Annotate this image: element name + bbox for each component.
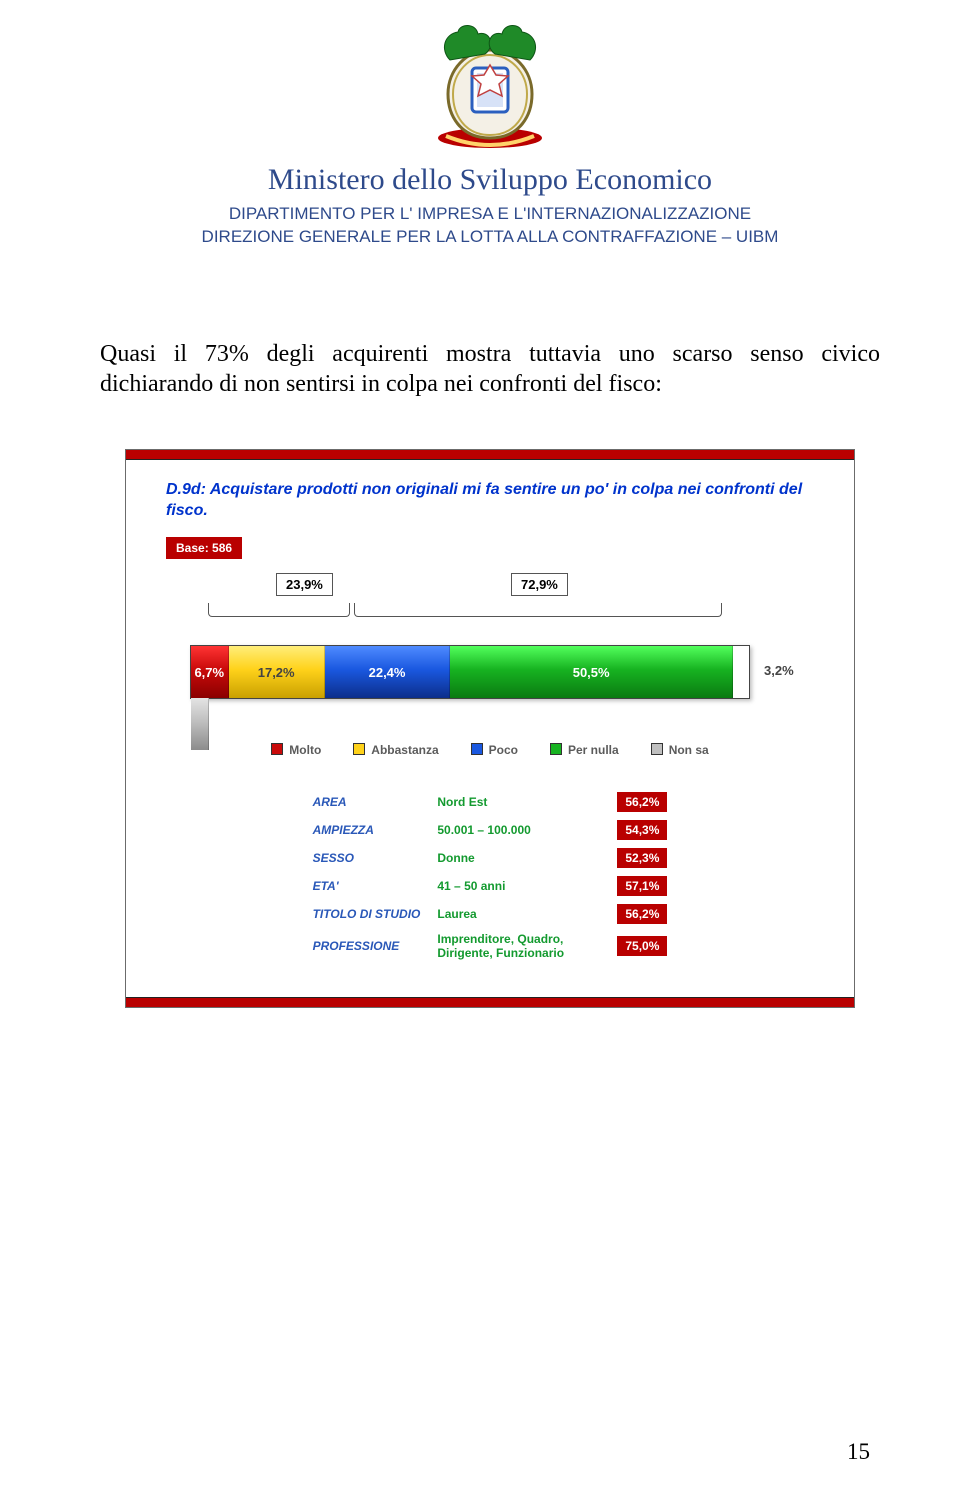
summary-left-box: 23,9% [276, 573, 333, 596]
legend-item: Poco [471, 743, 518, 757]
legend-swatch [550, 743, 562, 755]
detail-value: 50.001 – 100.000 [436, 819, 606, 841]
table-row: AREA Nord Est 56,2% [312, 791, 669, 813]
chart-segment-label-outside: 3,2% [764, 663, 794, 678]
table-row: TITOLO DI STUDIO Laurea 56,2% [312, 903, 669, 925]
detail-key: PROFESSIONE [312, 931, 427, 961]
legend-swatch [471, 743, 483, 755]
percent-badge: 56,2% [617, 792, 667, 812]
brace-left [208, 603, 350, 617]
detail-value: 41 – 50 anni [436, 875, 606, 897]
percent-badge: 56,2% [617, 904, 667, 924]
document-header: Ministero dello Sviluppo Economico DIPAR… [100, 20, 880, 249]
body-paragraph: Quasi il 73% degli acquirenti mostra tut… [100, 339, 880, 399]
table-row: ETA' 41 – 50 anni 57,1% [312, 875, 669, 897]
page-number: 15 [847, 1439, 870, 1465]
chart-segment: 22,4% [325, 646, 450, 698]
detail-key: AMPIEZZA [312, 819, 427, 841]
legend-item: Abbastanza [353, 743, 438, 757]
department-line-1: DIPARTIMENTO PER L' IMPRESA E L'INTERNAZ… [100, 203, 880, 226]
summary-right-box: 72,9% [511, 573, 568, 596]
legend-swatch [353, 743, 365, 755]
percent-badge: 52,3% [617, 848, 667, 868]
table-row: PROFESSIONE Imprenditore, Quadro, Dirigen… [312, 931, 669, 961]
summary-row: 23,9% 72,9% [166, 573, 814, 625]
detail-value: Donne [436, 847, 606, 869]
question-text: D.9d: Acquistare prodotti non originali … [166, 480, 814, 522]
legend-swatch [271, 743, 283, 755]
detail-percent-cell: 57,1% [616, 875, 668, 897]
detail-key: SESSO [312, 847, 427, 869]
chart-segment: 17,2% [229, 646, 325, 698]
detail-percent-cell: 52,3% [616, 847, 668, 869]
chart-track: 6,7%17,2%22,4%50,5% [190, 645, 750, 699]
legend-item: Molto [271, 743, 321, 757]
detail-percent-cell: 54,3% [616, 819, 668, 841]
table-row: SESSO Donne 52,3% [312, 847, 669, 869]
legend-swatch [651, 743, 663, 755]
base-badge: Base: 586 [166, 537, 242, 559]
chart-segment: 50,5% [450, 646, 733, 698]
detail-value: Imprenditore, Quadro, Dirigente, Funzion… [436, 931, 606, 961]
page: Ministero dello Sviluppo Economico DIPAR… [0, 0, 960, 1495]
legend-item: Per nulla [550, 743, 619, 757]
department-line-2: DIREZIONE GENERALE PER LA LOTTA ALLA CON… [100, 226, 880, 249]
table-row: AMPIEZZA 50.001 – 100.000 54,3% [312, 819, 669, 841]
brace-right [354, 603, 722, 617]
slide-bottom-bar [126, 997, 854, 1007]
detail-value: Nord Est [436, 791, 606, 813]
detail-percent-cell: 75,0% [616, 931, 668, 961]
chart-segment [191, 698, 209, 750]
slide-container: D.9d: Acquistare prodotti non originali … [125, 449, 855, 1009]
detail-key: AREA [312, 791, 427, 813]
ministry-title: Ministero dello Sviluppo Economico [100, 163, 880, 197]
detail-value: Laurea [436, 903, 606, 925]
detail-percent-cell: 56,2% [616, 791, 668, 813]
detail-key: ETA' [312, 875, 427, 897]
legend-item: Non sa [651, 743, 709, 757]
detail-percent-cell: 56,2% [616, 903, 668, 925]
percent-badge: 54,3% [617, 820, 667, 840]
percent-badge: 57,1% [617, 876, 667, 896]
chart-segment: 6,7% [191, 646, 229, 698]
percent-badge: 75,0% [617, 936, 667, 956]
italian-emblem-icon [430, 20, 550, 155]
detail-table: AREA Nord Est 56,2% AMPIEZZA 50.001 – 100.00… [302, 785, 679, 967]
slide-top-bar [126, 450, 854, 460]
chart-legend: Molto Abbastanza Poco Per nulla Non sa [166, 743, 814, 757]
detail-key: TITOLO DI STUDIO [312, 903, 427, 925]
stacked-bar-chart: 6,7%17,2%22,4%50,5% 3,2% [190, 629, 790, 719]
